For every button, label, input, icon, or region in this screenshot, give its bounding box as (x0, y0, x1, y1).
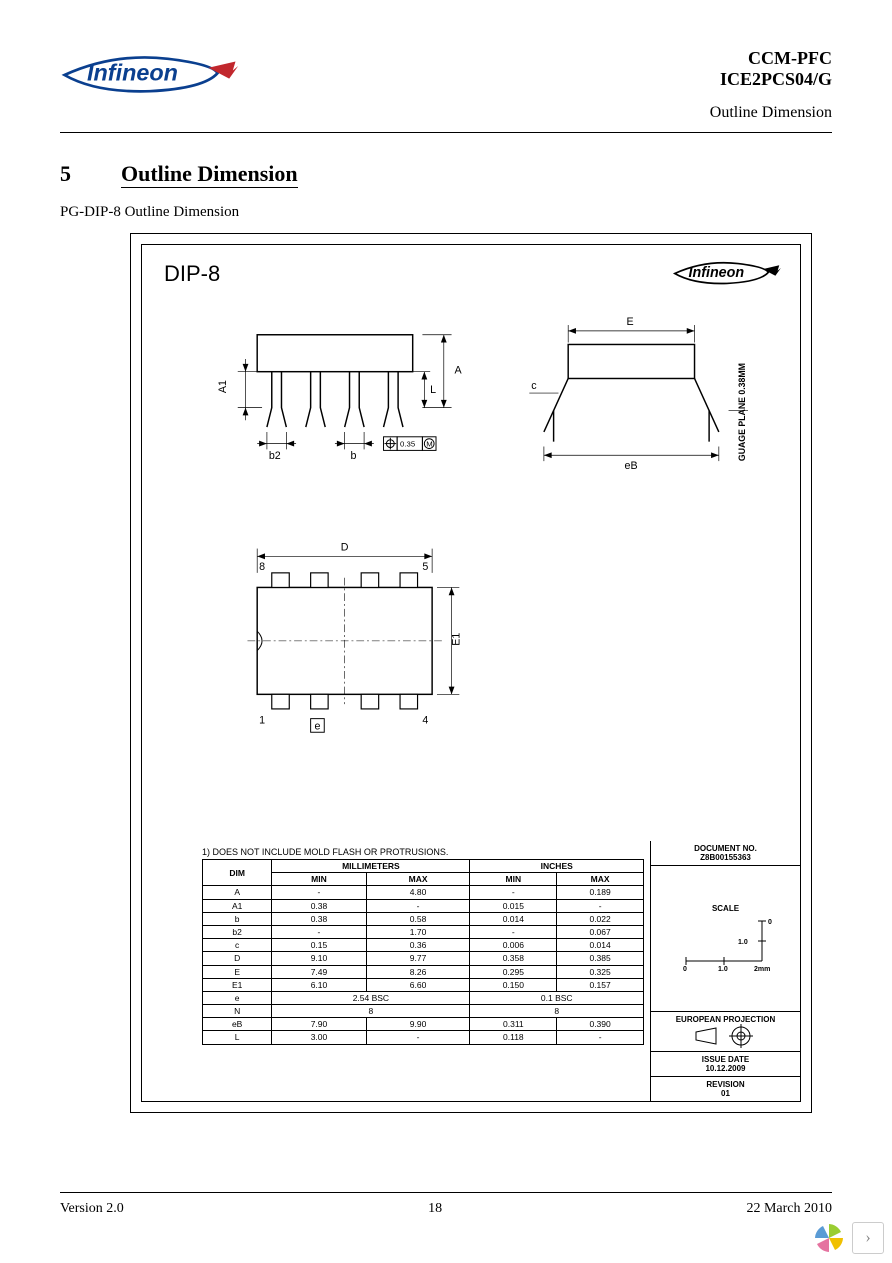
next-page-button[interactable]: › (852, 1222, 884, 1254)
table-note: 1) DOES NOT INCLUDE MOLD FLASH OR PROTRU… (202, 847, 644, 857)
inner-frame: DIP-8 Infineon (141, 244, 801, 1102)
table-row: E7.498.260.2950.325 (203, 965, 644, 978)
package-label: DIP-8 (164, 261, 220, 287)
pin-4: 4 (422, 715, 428, 727)
revision-cell: REVISION 01 (651, 1077, 800, 1101)
svg-text:Infineon: Infineon (689, 265, 745, 281)
dim-b2: b2 (269, 450, 281, 462)
pin-8: 8 (259, 561, 265, 573)
section-subtitle: PG-DIP-8 Outline Dimension (60, 204, 832, 221)
table-row: b2-1.70-0.067 (203, 925, 644, 938)
dim-L: L (430, 384, 436, 396)
dim-A: A (454, 365, 462, 377)
projection-cell: EUROPEAN PROJECTION (651, 1012, 800, 1052)
svg-text:0: 0 (683, 966, 687, 973)
scale-cell: SCALE 0 1.0 0 1.0 2mm (651, 866, 800, 1012)
svg-text:0: 0 (768, 919, 772, 926)
dim-e: e (315, 720, 321, 732)
pin-5: 5 (422, 561, 428, 573)
th-mm-min: MIN (272, 873, 366, 886)
table-row: D9.109.770.3580.385 (203, 952, 644, 965)
table-row: b0.380.580.0140.022 (203, 912, 644, 925)
th-dim: DIM (203, 860, 272, 886)
header-rule (60, 132, 832, 133)
th-in: INCHES (470, 860, 644, 873)
page-header: Infineon CCM-PFC ICE2PCS04/G Outline Dim… (60, 48, 832, 122)
viewer-logo-icon (812, 1221, 846, 1255)
footer-page: 18 (428, 1201, 442, 1217)
dimension-table: DIM MILLIMETERS INCHES MIN MAX MIN MAX A… (202, 859, 644, 1045)
page-footer: Version 2.0 18 22 March 2010 (60, 1201, 832, 1217)
issue-date-cell: ISSUE DATE 10.12.2009 (651, 1052, 800, 1077)
dim-E: E (627, 316, 634, 328)
th-mm-max: MAX (366, 873, 470, 886)
svg-text:Infineon: Infineon (87, 59, 178, 85)
dim-A1: A1 (217, 380, 229, 393)
footer-version: Version 2.0 (60, 1201, 124, 1217)
table-row: e2.54 BSC0.1 BSC (203, 991, 644, 1004)
section-title: Outline Dimension (121, 161, 298, 188)
th-in-min: MIN (470, 873, 557, 886)
pin-1: 1 (259, 715, 265, 727)
dim-c: c (531, 380, 537, 392)
table-row: N88 (203, 1005, 644, 1018)
svg-text:M: M (426, 440, 432, 449)
header-right: CCM-PFC ICE2PCS04/G Outline Dimension (710, 48, 832, 122)
title-block: DOCUMENT NO. Z8B00155363 SCALE 0 1.0 0 1… (650, 841, 800, 1101)
svg-text:2mm: 2mm (754, 966, 770, 973)
svg-text:1.0: 1.0 (718, 966, 728, 973)
th-mm: MILLIMETERS (272, 860, 470, 873)
dim-b: b (350, 450, 356, 462)
table-row: A-4.80-0.189 (203, 886, 644, 899)
table-row: eB7.909.900.3110.390 (203, 1018, 644, 1031)
section-heading: 5 Outline Dimension (60, 161, 832, 188)
header-line2: ICE2PCS04/G (710, 69, 832, 90)
dimension-table-area: 1) DOES NOT INCLUDE MOLD FLASH OR PROTRU… (142, 841, 650, 1101)
chevron-right-icon: › (865, 1229, 870, 1247)
infineon-logo: Infineon (60, 48, 240, 103)
section-number: 5 (60, 161, 71, 187)
dim-E1: E1 (450, 633, 462, 646)
dim-D: D (341, 542, 349, 554)
dim-eB: eB (625, 460, 638, 472)
footer-date: 22 March 2010 (746, 1201, 832, 1217)
svg-text:0.35: 0.35 (400, 440, 415, 449)
table-row: c0.150.360.0060.014 (203, 939, 644, 952)
table-row: E16.106.600.1500.157 (203, 978, 644, 991)
infineon-logo-small: Infineon (672, 257, 782, 292)
header-line1: CCM-PFC (710, 48, 832, 69)
header-line3: Outline Dimension (710, 104, 832, 122)
th-in-max: MAX (557, 873, 644, 886)
table-row: L3.00-0.118- (203, 1031, 644, 1044)
viewer-widget: › (812, 1221, 884, 1255)
footer-rule (60, 1192, 832, 1193)
doc-no-cell: DOCUMENT NO. Z8B00155363 (651, 841, 800, 866)
gauge-plane-label: GUAGE PLANE 0.38MM (737, 363, 747, 461)
drawing-frame: DIP-8 Infineon (130, 233, 812, 1113)
svg-text:1.0: 1.0 (738, 939, 748, 946)
drawing-footer: 1) DOES NOT INCLUDE MOLD FLASH OR PROTRU… (142, 841, 800, 1101)
table-row: A10.38-0.015- (203, 899, 644, 912)
mechanical-drawing: A L A1 (160, 295, 782, 841)
